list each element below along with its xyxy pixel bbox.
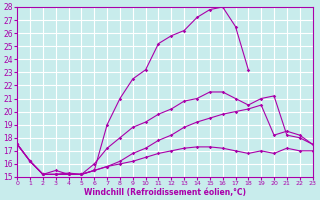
X-axis label: Windchill (Refroidissement éolien,°C): Windchill (Refroidissement éolien,°C) — [84, 188, 246, 197]
